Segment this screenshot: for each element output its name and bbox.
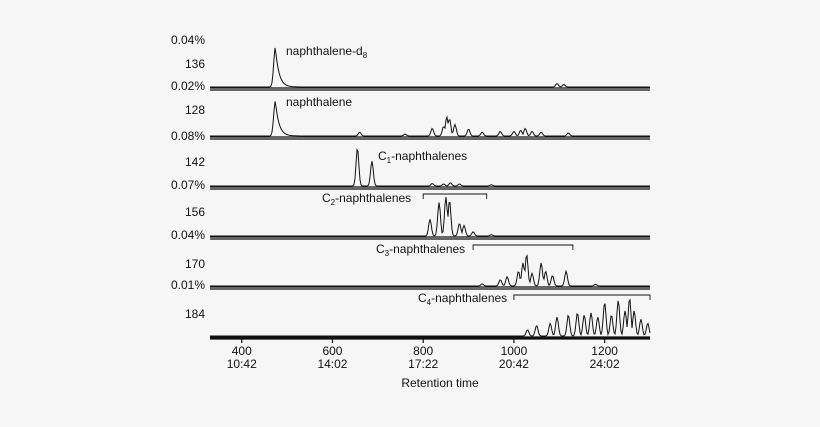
panel-mz-label: 156 bbox=[185, 205, 205, 219]
series-label: naphthalene bbox=[286, 95, 352, 109]
trace-line bbox=[210, 148, 650, 187]
x-tick-label: 1000 bbox=[501, 344, 528, 358]
group-bracket bbox=[422, 193, 488, 199]
x-tick-label: 600 bbox=[322, 344, 342, 358]
series-label: C1-naphthalenes bbox=[378, 149, 467, 165]
panel-scale-label: 0.08% bbox=[171, 129, 205, 143]
trace-line bbox=[210, 253, 650, 287]
panels-layer: 0.04% 136 naphthalene-d8 0.02% 128 naphthalen… bbox=[171, 33, 651, 340]
panel-scale-label: 0.04% bbox=[171, 228, 205, 242]
group-bracket bbox=[472, 244, 574, 250]
x-axis-label: Retention time bbox=[401, 376, 479, 390]
group-bracket bbox=[513, 294, 651, 300]
panel-mz-label: 184 bbox=[185, 307, 205, 321]
panel-184: 0.01% 184 C4-naphthalenes bbox=[171, 278, 651, 340]
panel-mz-label: 128 bbox=[185, 103, 205, 117]
panel-scale-label: 0.04% bbox=[171, 33, 205, 47]
panel-scale-label: 0.02% bbox=[171, 79, 205, 93]
series-label: C2-naphthalenes bbox=[322, 191, 411, 207]
panel-scale-label: 0.07% bbox=[171, 178, 205, 192]
x-tick-label: 1200 bbox=[591, 344, 618, 358]
trace-line bbox=[210, 47, 650, 88]
x-tick-label: 800 bbox=[413, 344, 433, 358]
panel-170: 0.04% 170 C3-naphthalenes bbox=[171, 228, 650, 290]
series-label: C3-naphthalenes bbox=[376, 242, 465, 258]
panel-mz-label: 136 bbox=[185, 57, 205, 71]
x-tick-time-label: 20:42 bbox=[499, 357, 529, 371]
panel-142: 0.08% 142 C1-naphthalenes bbox=[171, 129, 650, 190]
panel-128: 0.02% 128 naphthalene bbox=[171, 79, 650, 140]
x-tick-time-label: 24:02 bbox=[590, 357, 620, 371]
x-tick-label: 400 bbox=[232, 344, 252, 358]
x-tick-time-label: 14:02 bbox=[317, 357, 347, 371]
panel-156: 0.07% 156 C2-naphthalenes bbox=[171, 178, 650, 240]
panel-mz-label: 170 bbox=[185, 257, 205, 271]
panel-136: 0.04% 136 naphthalene-d8 bbox=[171, 33, 650, 91]
panel-scale-label: 0.01% bbox=[171, 278, 205, 292]
series-label: naphthalene-d8 bbox=[286, 44, 368, 60]
panel-mz-label: 142 bbox=[185, 155, 205, 169]
x-tick-time-label: 10:42 bbox=[227, 357, 257, 371]
trace-line bbox=[210, 298, 651, 337]
series-label: C4-naphthalenes bbox=[418, 291, 507, 307]
trace-line bbox=[210, 197, 650, 237]
x-tick-time-label: 17:22 bbox=[408, 357, 438, 371]
trace-line bbox=[210, 101, 650, 137]
